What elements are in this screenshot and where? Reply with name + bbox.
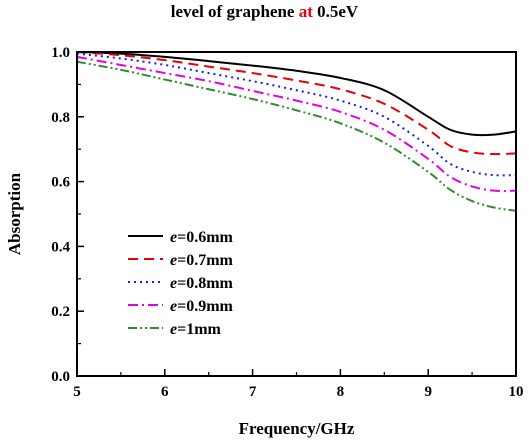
- x-tick-label: 6: [161, 384, 169, 400]
- x-tick-label: 8: [337, 384, 345, 400]
- x-axis-label: Frequency/GHz: [239, 419, 355, 438]
- title-text-accent: at: [298, 2, 313, 21]
- y-tick-label: 0.0: [51, 369, 70, 385]
- y-tick-label: 0.8: [51, 110, 70, 126]
- x-tick-label: 7: [249, 384, 257, 400]
- series-line-3: [76, 52, 517, 177]
- series-line-5: [76, 60, 517, 212]
- x-tick-label: 5: [73, 384, 81, 400]
- title-text-1: level of graphene: [170, 2, 299, 21]
- y-axis-label: Absorption: [5, 172, 24, 255]
- axis-ticks: 5 6 7 8 9 10 0.0 0.2 0.4 0.6 0.8 1.0: [51, 45, 523, 400]
- series-line-4: [76, 55, 517, 192]
- legend-label-5: e=1mm: [170, 321, 222, 338]
- legend-label-3: e=0.8mm: [170, 275, 234, 292]
- y-tick-label: 0.6: [51, 175, 70, 191]
- series-line-1: [76, 51, 517, 137]
- x-tick-label: 10: [509, 384, 524, 400]
- plot-area: [76, 51, 517, 212]
- legend-label-4: e=0.9mm: [170, 298, 234, 315]
- chart-title: level of graphene at 0.5eV: [0, 2, 529, 22]
- legend: e=0.6mm e=0.7mm e=0.8mm e=0.9mm e=1mm: [128, 229, 234, 338]
- title-text-2: 0.5eV: [312, 2, 359, 21]
- x-tick-label: 9: [424, 384, 432, 400]
- y-tick-label: 1.0: [51, 45, 70, 61]
- y-tick-label: 0.4: [51, 239, 70, 255]
- y-tick-label: 0.2: [51, 304, 70, 320]
- series-line-2: [76, 51, 517, 156]
- legend-label-2: e=0.7mm: [170, 252, 234, 269]
- legend-label-1: e=0.6mm: [170, 229, 234, 246]
